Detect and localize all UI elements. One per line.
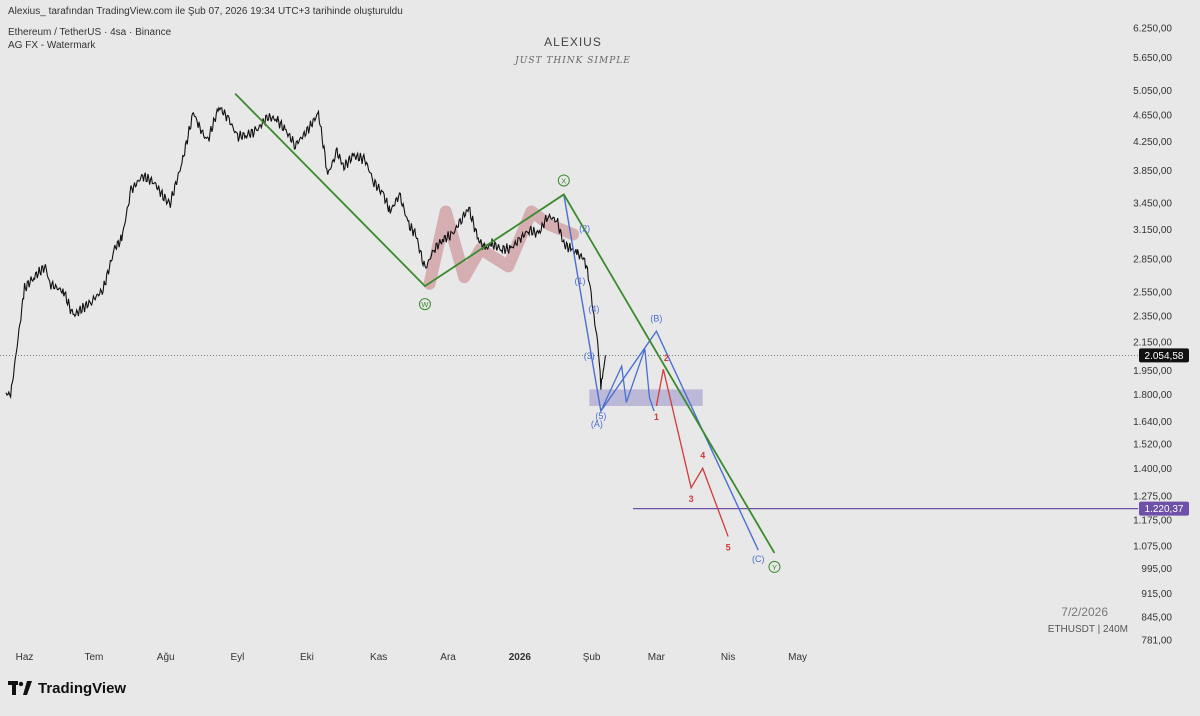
- watermark-title: ALEXIUS: [544, 35, 602, 49]
- wave-label-red: 3: [689, 494, 694, 504]
- y-tick-label: 995,00: [1141, 564, 1172, 575]
- wave-label-x: X: [561, 176, 566, 185]
- target-level-label: 1.220,37: [1145, 504, 1184, 515]
- wave-label-impulse: (1): [575, 276, 586, 286]
- y-tick-label: 1.950,00: [1133, 366, 1172, 377]
- wave-label-red: 4: [700, 450, 705, 460]
- tradingview-logo-text: TradingView: [38, 679, 127, 697]
- wave-label-abc: (A): [591, 419, 603, 429]
- wave-label-impulse: (2): [579, 223, 590, 233]
- y-tick-label: 2.150,00: [1133, 338, 1172, 349]
- wave-label-abc: (C): [752, 554, 765, 564]
- y-tick-label: 4.650,00: [1133, 111, 1172, 122]
- y-tick-label: 1.275,00: [1133, 491, 1172, 502]
- green-wxy-line: [234, 93, 776, 554]
- pink-correction-wave: [423, 205, 580, 290]
- target-level-tag: [1139, 501, 1189, 516]
- x-tick-label: Şub: [583, 652, 601, 663]
- wave-label-y: Y: [772, 563, 777, 572]
- current-price-label: 2.054,58: [1145, 351, 1184, 362]
- watermark-symbol: ETHUSDT | 240M: [1047, 624, 1128, 635]
- wave-label-red: 5: [726, 543, 731, 553]
- x-tick-label: Ağu: [157, 652, 175, 663]
- x-tick-label: 2026: [509, 652, 532, 663]
- wave-label-circle: [768, 560, 781, 573]
- support-zone: [589, 389, 703, 406]
- y-tick-label: 3.850,00: [1133, 166, 1172, 177]
- wave-label-impulse: (3): [584, 351, 595, 361]
- y-tick-label: 781,00: [1141, 636, 1172, 647]
- x-tick-label: Mar: [648, 652, 666, 663]
- x-tick-label: Kas: [370, 652, 387, 663]
- y-tick-label: 6.250,00: [1133, 24, 1172, 35]
- tradingview-logo-icon: [8, 681, 32, 695]
- wave-label-abc: (B): [650, 313, 662, 323]
- y-tick-label: 1.075,00: [1133, 541, 1172, 552]
- watermark-subtitle: JUST THINK SIMPLE: [515, 56, 631, 66]
- x-tick-label: Eyl: [231, 652, 245, 663]
- chart-credit: Alexius_ tarafından TradingView.com ile …: [8, 6, 403, 17]
- y-tick-label: 4.250,00: [1133, 137, 1172, 148]
- y-tick-label: 1.800,00: [1133, 390, 1172, 401]
- blue-subwave: [600, 348, 655, 412]
- red-impulse-wave: [655, 369, 729, 537]
- x-tick-label: Nis: [721, 652, 735, 663]
- y-tick-label: 2.550,00: [1133, 287, 1172, 298]
- x-tick-label: Tem: [85, 652, 104, 663]
- wave-label-circle: [418, 298, 431, 311]
- wave-label-w: W: [421, 300, 429, 309]
- wave-label-red: 2: [664, 353, 669, 363]
- y-tick-label: 915,00: [1141, 589, 1172, 600]
- wave-label-circle: [557, 174, 570, 187]
- indicator-label[interactable]: AG FX - Watermark: [8, 40, 96, 51]
- y-tick-label: 845,00: [1141, 612, 1172, 623]
- y-tick-label: 5.650,00: [1133, 53, 1172, 64]
- y-tick-label: 1.400,00: [1133, 464, 1172, 475]
- x-tick-label: Eki: [300, 652, 314, 663]
- price-series: [5, 106, 607, 400]
- x-tick-label: Ara: [440, 652, 456, 663]
- blue-abc-wave: [563, 194, 759, 551]
- wave-label-impulse: (4): [588, 304, 599, 314]
- tradingview-logo[interactable]: TradingView: [8, 679, 126, 697]
- y-tick-label: 1.640,00: [1133, 417, 1172, 428]
- x-tick-label: Haz: [16, 652, 34, 663]
- y-tick-label: 3.450,00: [1133, 198, 1172, 209]
- y-tick-label: 1.175,00: [1133, 515, 1172, 526]
- watermark-date: 7/2/2026: [1061, 605, 1108, 619]
- y-tick-label: 2.850,00: [1133, 255, 1172, 266]
- current-price-tag: [1139, 348, 1189, 363]
- symbol-title[interactable]: Ethereum / TetherUS · 4sa · Binance: [8, 27, 172, 38]
- x-tick-label: May: [788, 652, 807, 663]
- y-tick-label: 1.520,00: [1133, 440, 1172, 451]
- y-tick-label: 2.350,00: [1133, 311, 1172, 322]
- y-tick-label: 5.050,00: [1133, 86, 1172, 97]
- wave-label-red: 1: [654, 412, 659, 422]
- y-tick-label: 3.150,00: [1133, 225, 1172, 236]
- wave-label-impulse: (5): [595, 411, 606, 421]
